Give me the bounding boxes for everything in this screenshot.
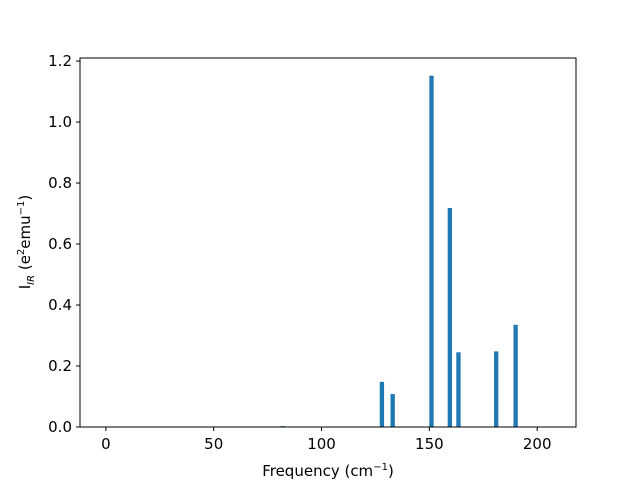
y-tick-label: 0.0 bbox=[48, 418, 72, 436]
bar bbox=[429, 75, 434, 427]
y-tick-label: 0.8 bbox=[48, 174, 72, 192]
bar bbox=[379, 381, 385, 427]
x-tick-label: 150 bbox=[415, 435, 444, 453]
bar bbox=[447, 208, 452, 427]
y-axis-label: IIR (e2emu−1) bbox=[16, 195, 37, 290]
plot-frame bbox=[79, 57, 577, 428]
y-tick-label: 1.0 bbox=[48, 113, 72, 131]
y-tick-label: 1.2 bbox=[48, 52, 72, 70]
bar bbox=[494, 351, 499, 427]
x-tick-label: 50 bbox=[204, 435, 223, 453]
bar bbox=[390, 394, 395, 427]
x-axis-ticks: 0 50 100 150 200 bbox=[101, 427, 552, 453]
x-tick-label: 100 bbox=[307, 435, 336, 453]
bar bbox=[456, 352, 461, 427]
y-axis-ticks: 0.0 0.2 0.4 0.6 0.8 1.0 1.2 bbox=[48, 52, 80, 436]
y-tick-label: 0.6 bbox=[48, 235, 72, 253]
bars-group bbox=[280, 75, 518, 427]
x-tick-label: 0 bbox=[101, 435, 111, 453]
y-tick-label: 0.4 bbox=[48, 296, 72, 314]
x-axis-label: Frequency (cm−1) bbox=[262, 462, 394, 480]
x-tick-label: 200 bbox=[523, 435, 552, 453]
y-tick-label: 0.2 bbox=[48, 357, 72, 375]
bar bbox=[513, 324, 518, 427]
